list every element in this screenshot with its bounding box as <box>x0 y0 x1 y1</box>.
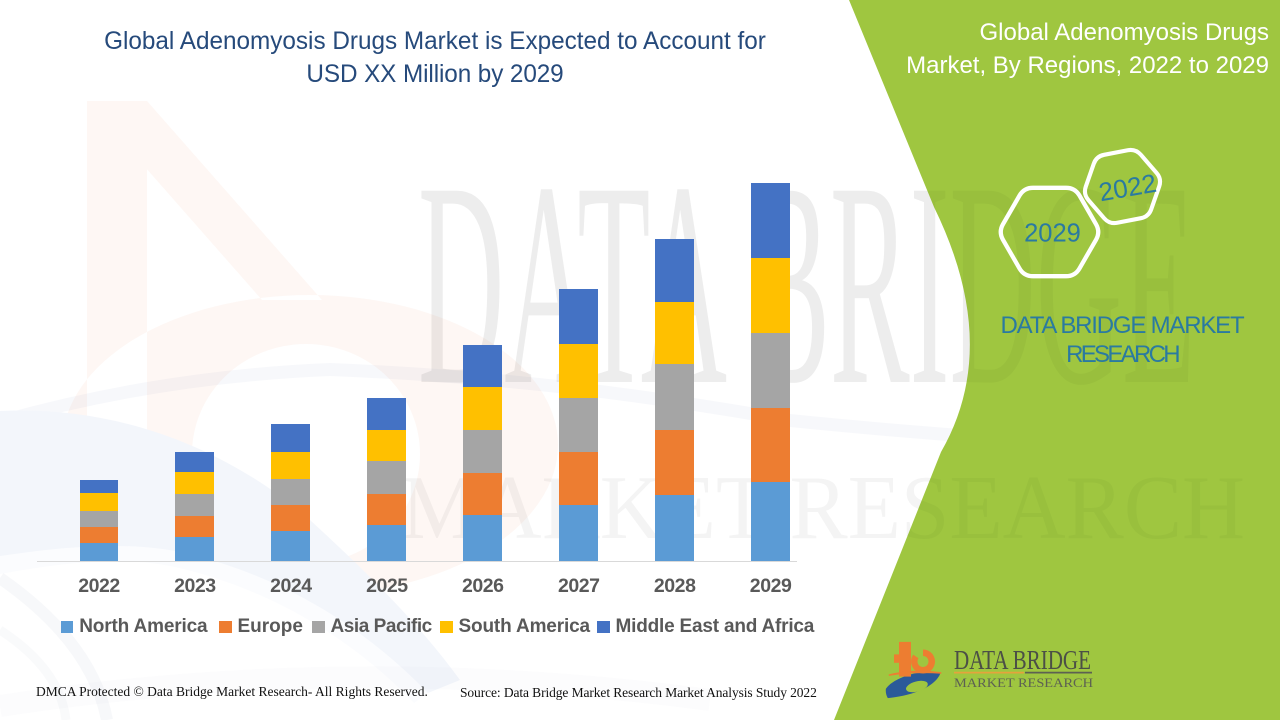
svg-text:2029: 2029 <box>1024 220 1081 248</box>
svg-text:DATA BRIDGE: DATA BRIDGE <box>954 645 1091 675</box>
svg-text:MARKET RESEARCH: MARKET RESEARCH <box>954 676 1093 690</box>
svg-text:2022: 2022 <box>1097 168 1159 208</box>
